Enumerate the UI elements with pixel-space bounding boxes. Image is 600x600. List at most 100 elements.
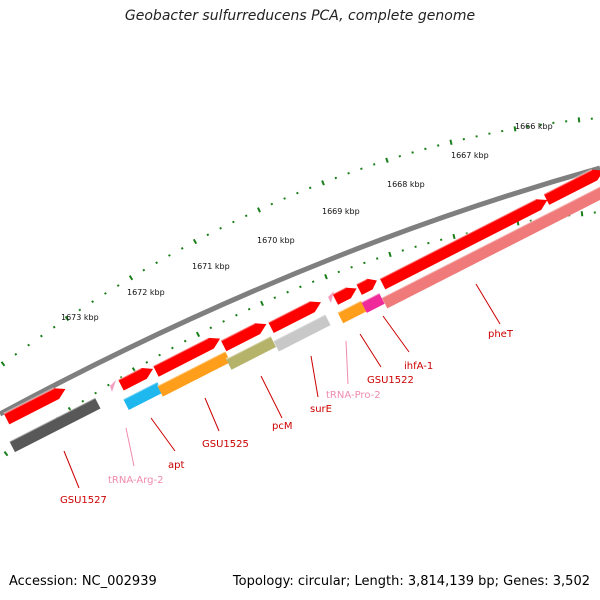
cds-arrow-GSU1522 bbox=[355, 277, 377, 295]
gene-label: GSU1525 bbox=[202, 439, 249, 450]
minor-tick bbox=[119, 375, 123, 379]
feature-body bbox=[153, 337, 221, 377]
minor-tick bbox=[107, 383, 110, 387]
leader-line bbox=[150, 417, 176, 452]
feature-highlight bbox=[337, 299, 362, 314]
major-tick bbox=[0, 361, 6, 367]
leader-line bbox=[382, 315, 410, 353]
feature-body bbox=[123, 382, 163, 410]
feature-highlight bbox=[3, 387, 55, 415]
minor-tick bbox=[235, 313, 238, 317]
gene-bar-pcM bbox=[225, 335, 276, 370]
gene-bar-GSU1525 bbox=[156, 350, 231, 397]
trna-marker-Pro-2 bbox=[328, 291, 334, 303]
minor-tick bbox=[116, 284, 120, 287]
gene-label: surE bbox=[310, 404, 332, 415]
minor-tick bbox=[244, 214, 248, 218]
gene-labels: pheT ihfA-1 GSU1522 tRNA-Pro-2 surE pcM GSU152… bbox=[60, 329, 514, 506]
minor-tick bbox=[424, 147, 427, 151]
minor-tick bbox=[436, 144, 440, 147]
minor-tick bbox=[145, 360, 149, 364]
scale-labels: 1666 kbp 1667 kbp 1668 kbp 1669 kbp 1670 kbp… bbox=[61, 122, 553, 322]
minor-tick bbox=[427, 241, 430, 245]
minor-tick bbox=[27, 343, 31, 347]
gene-label: apt bbox=[168, 460, 184, 471]
major-tick bbox=[260, 300, 264, 307]
feature-body bbox=[381, 213, 553, 309]
cds-arrow-surE bbox=[267, 300, 321, 334]
feature-highlight bbox=[122, 381, 158, 401]
minor-tick bbox=[91, 300, 94, 304]
minor-tick bbox=[247, 307, 251, 311]
minor-tick bbox=[347, 171, 350, 175]
outer-tick-row bbox=[0, 117, 593, 367]
minor-tick bbox=[180, 247, 184, 250]
feature-highlight bbox=[117, 367, 142, 381]
gene-bar-ihfA bbox=[337, 299, 367, 324]
major-tick bbox=[321, 180, 325, 186]
minor-tick bbox=[350, 265, 353, 269]
minor-tick bbox=[334, 176, 338, 180]
scale-label: 1668 kbp bbox=[387, 180, 425, 189]
feature-body bbox=[3, 388, 66, 425]
scale-label: 1666 kbp bbox=[515, 122, 553, 131]
minor-tick bbox=[439, 238, 443, 242]
leader-line bbox=[125, 427, 135, 467]
gene-bar-GSU1527 bbox=[9, 396, 101, 453]
accession-text: Accession: NC_002939 bbox=[9, 574, 157, 589]
minor-tick bbox=[311, 280, 315, 284]
trna-marker-Arg-2 bbox=[110, 380, 116, 392]
gene-bar-GSU1522 bbox=[360, 292, 385, 313]
leader-line bbox=[204, 397, 220, 432]
minor-tick bbox=[398, 154, 402, 158]
feature-highlight bbox=[156, 350, 226, 387]
major-tick bbox=[131, 367, 137, 373]
minor-tick bbox=[155, 261, 158, 265]
scale-label: 1667 kbp bbox=[451, 151, 489, 160]
genome-backbone bbox=[0, 165, 600, 417]
map-title: Geobacter sulfurreducens PCA, complete g… bbox=[124, 8, 476, 24]
scale-label: 1670 kbp bbox=[257, 236, 295, 245]
feature-highlight bbox=[220, 322, 256, 342]
feature-body bbox=[157, 351, 231, 397]
cds-arrow-ihfA bbox=[332, 286, 357, 305]
minor-tick bbox=[283, 197, 286, 200]
gene-bar-apt bbox=[122, 381, 163, 410]
scale-label: 1672 kbp bbox=[127, 288, 165, 297]
major-tick bbox=[257, 207, 261, 213]
feature-body bbox=[379, 199, 548, 290]
feature-body bbox=[273, 314, 331, 352]
feature-body bbox=[268, 301, 321, 334]
cds-arrow-pcM bbox=[220, 322, 267, 352]
feature-highlight bbox=[152, 336, 209, 367]
feature-highlight bbox=[332, 286, 346, 295]
minor-tick bbox=[158, 353, 161, 357]
gene-label: ihfA-1 bbox=[404, 361, 433, 372]
feature-body bbox=[545, 185, 600, 225]
scale-label: 1669 kbp bbox=[322, 207, 360, 216]
gene-bar-pheT bbox=[381, 212, 553, 309]
gene-label: tRNA-Arg-2 bbox=[108, 475, 163, 486]
major-tick bbox=[513, 126, 517, 132]
minor-tick bbox=[219, 226, 222, 230]
major-tick bbox=[452, 233, 456, 240]
minor-tick bbox=[206, 233, 210, 237]
feature-body bbox=[337, 300, 367, 324]
cds-arrow-GSU1527 bbox=[3, 387, 66, 425]
minor-tick bbox=[270, 202, 274, 206]
minor-tick bbox=[232, 220, 235, 224]
minor-tick bbox=[78, 308, 82, 312]
major-tick bbox=[388, 251, 392, 258]
feature-highlight bbox=[381, 212, 548, 299]
feature-highlight bbox=[545, 184, 600, 216]
leader-line bbox=[359, 333, 382, 368]
minor-tick bbox=[104, 292, 107, 295]
minor-tick bbox=[375, 257, 379, 260]
major-tick bbox=[449, 139, 453, 145]
feature-body bbox=[220, 323, 267, 352]
cds-arrow-pheT bbox=[379, 198, 548, 290]
major-tick bbox=[64, 315, 70, 322]
gene-label: GSU1527 bbox=[60, 495, 107, 506]
leader-line bbox=[345, 340, 349, 385]
